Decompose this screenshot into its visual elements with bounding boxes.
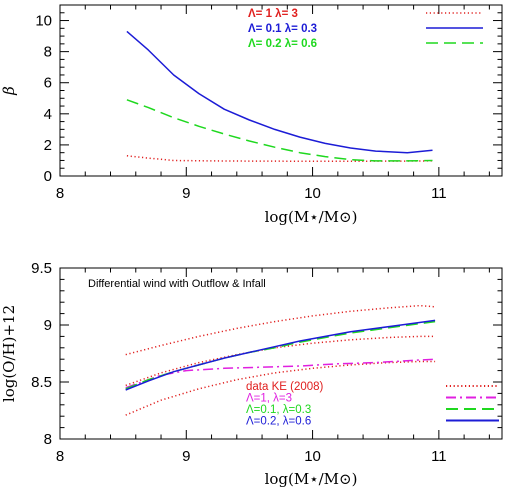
- legend-label: Λ= 0.2 λ= 0.6: [248, 38, 317, 50]
- y-tick-label: 0: [44, 168, 52, 185]
- panel-beta: 8 9 10 11 0 2 4 6 8 10 log(M⋆/M⊙) β Λ= 1 λ= 3 Λ= 0.1 …: [0, 4, 503, 226]
- series-line: [125, 304, 436, 356]
- series-line: [125, 319, 436, 391]
- y-axis-label: β: [0, 86, 18, 96]
- y-tick-label: 4: [44, 106, 52, 123]
- y-tick-label: 6: [44, 75, 52, 92]
- legend-label: data KE (2008): [246, 381, 324, 393]
- x-tick-label: 8: [56, 448, 64, 465]
- x-axis-label: log(M⋆/M⊙): [265, 470, 358, 488]
- x-tick-label: 11: [431, 448, 447, 465]
- series-line: [125, 360, 436, 416]
- legend-label: Λ=0.2, λ=0.6: [246, 416, 311, 428]
- legend-label: Λ= 1 λ= 3: [248, 8, 298, 20]
- panel-annotation: Differential wind with Outflow & Infall: [88, 278, 266, 290]
- series-line: [126, 155, 433, 162]
- x-tick-label: 10: [304, 185, 321, 202]
- y-tick-label: 10: [35, 13, 52, 30]
- y-tick-label: 8.5: [31, 374, 52, 391]
- y-tick-label: 8: [44, 44, 52, 61]
- series-line: [126, 30, 433, 154]
- y-tick-label: 8: [44, 431, 52, 448]
- series-line: [126, 99, 433, 162]
- plot-frame: [59, 267, 503, 440]
- y-axis-label: log(O/H)+12: [0, 305, 18, 402]
- x-tick-label: 8: [56, 185, 64, 202]
- y-tick-label: 9.5: [31, 260, 52, 277]
- y-tick-label: 9: [44, 317, 52, 334]
- series-line: [125, 335, 436, 387]
- legend-label: Λ=1, λ=3: [246, 393, 292, 405]
- x-tick-label: 11: [431, 185, 447, 202]
- legend-label: Λ= 0.1 λ= 0.3: [248, 23, 317, 35]
- x-axis-label: log(M⋆/M⊙): [265, 208, 358, 226]
- y-tick-label: 2: [44, 137, 52, 154]
- legend-label: Λ=0.1, λ=0.3: [246, 404, 311, 416]
- panel-metallicity: 8 9 10 11 8 8.5 9 9.5 log(M⋆/M⊙) log(O/H)+12 Diffe…: [0, 260, 503, 488]
- x-tick-label: 10: [304, 448, 321, 465]
- x-tick-label: 9: [182, 185, 190, 202]
- x-tick-label: 9: [182, 448, 190, 465]
- series-line: [125, 320, 436, 390]
